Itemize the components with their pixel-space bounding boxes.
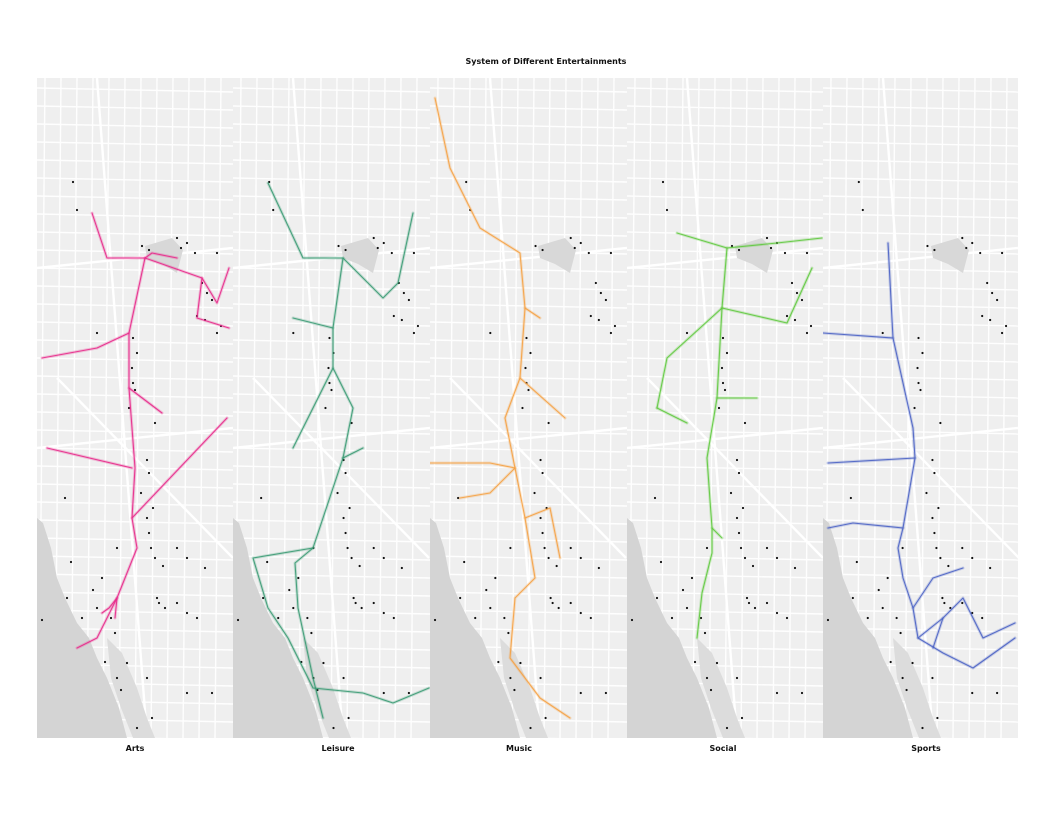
network-social xyxy=(655,231,823,640)
network-sports xyxy=(823,241,1017,670)
poi-dots xyxy=(433,180,617,730)
map-panel-social xyxy=(627,78,823,738)
poi-dots xyxy=(40,180,223,730)
figure-title: System of Different Entertainments xyxy=(465,57,627,66)
map-svg xyxy=(627,78,823,738)
panel-label-social: Social xyxy=(709,744,737,753)
network-music xyxy=(430,96,572,720)
panel-label-leisure: Leisure xyxy=(321,744,355,753)
map-panel-sports xyxy=(823,78,1018,738)
poi-dots xyxy=(826,180,1008,730)
map-svg xyxy=(823,78,1018,738)
map-panel-arts xyxy=(37,78,233,738)
map-panel-music xyxy=(430,78,627,738)
panel-label-sports: Sports xyxy=(911,744,941,753)
map-svg xyxy=(430,78,627,738)
map-svg xyxy=(37,78,233,738)
network-leisure xyxy=(251,181,430,720)
network-arts xyxy=(40,211,231,650)
map-panel-leisure xyxy=(233,78,430,738)
map-svg xyxy=(233,78,430,738)
panel-label-music: Music xyxy=(506,744,532,753)
poi-dots xyxy=(236,180,420,730)
panel-label-arts: Arts xyxy=(125,744,145,753)
poi-dots xyxy=(630,180,813,730)
